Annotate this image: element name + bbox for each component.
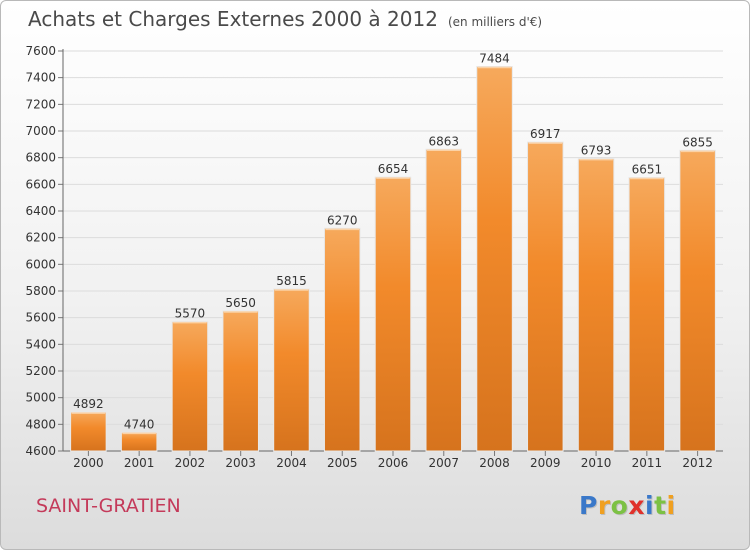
x-tick-label: 2009 bbox=[530, 456, 561, 470]
x-tick-label: 2000 bbox=[73, 456, 104, 470]
chart-title: Achats et Charges Externes 2000 à 2012 (e… bbox=[28, 7, 542, 31]
x-tick-label: 2007 bbox=[428, 456, 459, 470]
x-tick-label: 2001 bbox=[124, 456, 155, 470]
x-tick-label: 2006 bbox=[378, 456, 409, 470]
bar-value-label: 6654 bbox=[378, 162, 409, 176]
y-tick-label: 5800 bbox=[25, 284, 56, 298]
logo-letter: t bbox=[654, 491, 667, 520]
bar-2007 bbox=[425, 148, 463, 452]
y-tick-label: 6000 bbox=[25, 257, 56, 271]
y-tick-label: 5600 bbox=[25, 311, 56, 325]
logo-letter: i bbox=[645, 491, 655, 520]
y-tick-label: 7600 bbox=[25, 44, 56, 58]
y-tick-label: 7400 bbox=[25, 71, 56, 85]
chart-title-text: Achats et Charges Externes 2000 à 2012 bbox=[28, 7, 438, 31]
bar-2003 bbox=[222, 310, 259, 452]
y-tick-labels: 4600 4800 5000 5200 5400 5600 5800 6000 6200 6400… bbox=[25, 44, 56, 458]
bar-2005 bbox=[323, 227, 361, 452]
bar-value-label: 6863 bbox=[428, 134, 459, 148]
bar-2011 bbox=[628, 177, 666, 452]
bar-value-label: 6270 bbox=[327, 213, 358, 227]
y-tick-label: 6400 bbox=[25, 204, 56, 218]
logo-letter: x bbox=[628, 491, 645, 520]
bar-2008 bbox=[476, 65, 513, 452]
y-tick-label: 5200 bbox=[25, 364, 56, 378]
bar-value-labels: 4892 4740 5570 5650 5815 6270 6654 6863 7484 6917… bbox=[73, 51, 713, 431]
x-tick-label: 2011 bbox=[632, 456, 663, 470]
y-tick-label: 6800 bbox=[25, 151, 56, 165]
y-tick-label: 7200 bbox=[25, 97, 56, 111]
bar-2001 bbox=[120, 431, 158, 452]
y-tick-label: 7000 bbox=[25, 124, 56, 138]
bar-value-label: 5650 bbox=[225, 296, 256, 310]
x-tick-labels: 2000 2001 2002 2003 2004 2005 2006 2007 2008 2009… bbox=[73, 451, 713, 470]
bar-2000 bbox=[70, 411, 107, 452]
bar-2006 bbox=[374, 176, 412, 452]
x-tick-label: 2002 bbox=[175, 456, 206, 470]
logo-letter: r bbox=[597, 491, 611, 520]
bar-value-label: 6855 bbox=[682, 135, 713, 149]
y-tick-label: 4600 bbox=[25, 444, 56, 458]
bar-value-label: 6793 bbox=[581, 144, 612, 158]
proxiti-logo: Proxiti bbox=[579, 491, 676, 520]
bar-2002 bbox=[171, 321, 209, 452]
bar-2010 bbox=[577, 158, 615, 452]
y-tick-label: 5000 bbox=[25, 391, 56, 405]
bar-2004 bbox=[273, 288, 310, 452]
logo-letter: P bbox=[579, 491, 598, 520]
y-tick-label: 4800 bbox=[25, 417, 56, 431]
x-tick-label: 2004 bbox=[276, 456, 307, 470]
bar-2012 bbox=[679, 149, 716, 452]
x-tick-label: 2005 bbox=[327, 456, 358, 470]
y-tick-label: 6200 bbox=[25, 231, 56, 245]
x-tick-label: 2012 bbox=[682, 456, 713, 470]
bar-value-label: 5815 bbox=[276, 274, 307, 288]
logo-letter: o bbox=[610, 491, 629, 520]
bar-value-label: 6651 bbox=[632, 163, 663, 177]
bar-value-label: 5570 bbox=[175, 307, 206, 321]
bar-value-label: 6917 bbox=[530, 127, 561, 141]
chart-unit-note: (en milliers d'€) bbox=[447, 15, 543, 29]
logo-letter: i bbox=[666, 491, 676, 520]
bar-2009 bbox=[527, 141, 564, 452]
bar-value-label: 4892 bbox=[73, 397, 104, 411]
x-tick-label: 2008 bbox=[479, 456, 510, 470]
bars bbox=[70, 65, 716, 452]
bar-value-label: 4740 bbox=[124, 417, 155, 431]
y-tick-label: 6600 bbox=[25, 177, 56, 191]
y-tick-label: 5400 bbox=[25, 337, 56, 351]
bar-value-label: 7484 bbox=[479, 51, 510, 65]
x-tick-label: 2003 bbox=[225, 456, 256, 470]
commune-name: SAINT-GRATIEN bbox=[36, 495, 181, 517]
x-tick-label: 2010 bbox=[581, 456, 612, 470]
